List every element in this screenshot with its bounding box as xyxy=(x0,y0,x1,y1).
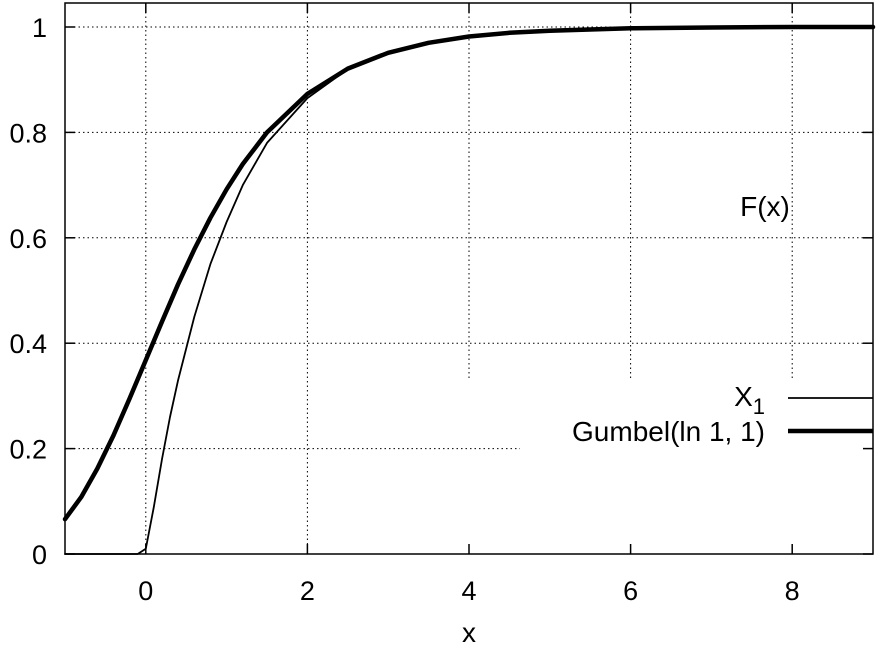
y-tick-label: 0 xyxy=(32,540,47,570)
x-tick-label: 4 xyxy=(461,576,476,606)
f-of-x-annotation: F(x) xyxy=(740,191,790,222)
grid-lines xyxy=(65,3,873,554)
x-axis-label: x xyxy=(462,617,476,648)
legend-label-x1: X1 xyxy=(734,381,765,419)
x-tick-label: 0 xyxy=(138,576,153,606)
x-tick-labels: 0 2 4 6 8 xyxy=(138,576,799,606)
y-tick-label: 0.4 xyxy=(9,329,47,359)
series-lines xyxy=(62,24,876,555)
x-tick-label: 6 xyxy=(623,576,638,606)
x-tick-label: 8 xyxy=(785,576,800,606)
y-tick-labels: 0 0.2 0.4 0.6 0.8 1 xyxy=(9,13,47,570)
y-tick-label: 0.2 xyxy=(9,435,47,465)
legend-label-gumbel: Gumbel(ln 1, 1) xyxy=(572,416,765,447)
legend: X1 Gumbel(ln 1, 1) xyxy=(572,381,873,447)
x-tick-label: 2 xyxy=(300,576,315,606)
y-tick-label: 0.6 xyxy=(9,224,47,254)
y-tick-label: 1 xyxy=(32,13,47,43)
y-tick-label: 0.8 xyxy=(9,118,47,148)
plot-frame xyxy=(64,2,874,555)
series-line-1 xyxy=(62,24,876,522)
series-line-0 xyxy=(64,26,874,555)
